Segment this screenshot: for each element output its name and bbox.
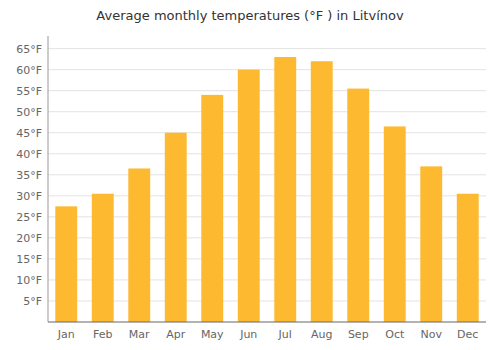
grid-line <box>48 132 486 133</box>
bars <box>55 57 478 322</box>
x-tick-label: Mar <box>129 328 150 341</box>
x-tick-label: Oct <box>385 328 405 341</box>
y-axis-line <box>48 36 49 322</box>
y-tick-label: 25°F <box>16 211 42 224</box>
x-tick-label: Jul <box>278 328 292 341</box>
bar <box>128 168 150 322</box>
y-tick-label: 45°F <box>16 127 42 140</box>
bar <box>347 89 369 322</box>
x-tick-label: Aug <box>311 328 332 341</box>
y-tick-label: 15°F <box>16 253 42 266</box>
bar <box>55 206 77 322</box>
x-tick-label: Nov <box>421 328 443 341</box>
bar <box>274 57 296 322</box>
chart-svg: Average monthly temperatures (°F ) in Li… <box>0 0 500 350</box>
chart-title: Average monthly temperatures (°F ) in Li… <box>96 8 404 23</box>
x-tick-label: May <box>201 328 224 341</box>
y-tick-label: 10°F <box>16 274 42 287</box>
bar <box>311 61 333 322</box>
x-tick-label: Apr <box>166 328 186 341</box>
bar <box>92 194 114 322</box>
x-tick-label: Sep <box>348 328 369 341</box>
x-tick-label: Dec <box>457 328 478 341</box>
y-tick-label: 55°F <box>16 85 42 98</box>
bar <box>165 133 187 322</box>
bar <box>384 126 406 322</box>
y-tick-label: 35°F <box>16 169 42 182</box>
x-tick-label: Jun <box>239 328 257 341</box>
y-tick-label: 30°F <box>16 190 42 203</box>
y-tick-label: 50°F <box>16 106 42 119</box>
x-tick-label: Feb <box>93 328 112 341</box>
y-tick-label: 40°F <box>16 148 42 161</box>
x-axis-line <box>48 322 486 323</box>
grid-line <box>48 153 486 154</box>
grid-line <box>48 69 486 70</box>
grid-line <box>48 48 486 49</box>
bar <box>201 95 223 322</box>
y-tick-label: 60°F <box>16 64 42 77</box>
y-tick-label: 20°F <box>16 232 42 245</box>
chart-container: Average monthly temperatures (°F ) in Li… <box>0 0 500 350</box>
y-tick-label: 65°F <box>16 43 42 56</box>
x-tick-label: Jan <box>57 328 75 341</box>
bar <box>420 166 442 322</box>
bar <box>457 194 479 322</box>
grid-line <box>48 111 486 112</box>
y-tick-label: 5°F <box>23 295 42 308</box>
bar <box>238 70 260 322</box>
grid-line <box>48 90 486 91</box>
